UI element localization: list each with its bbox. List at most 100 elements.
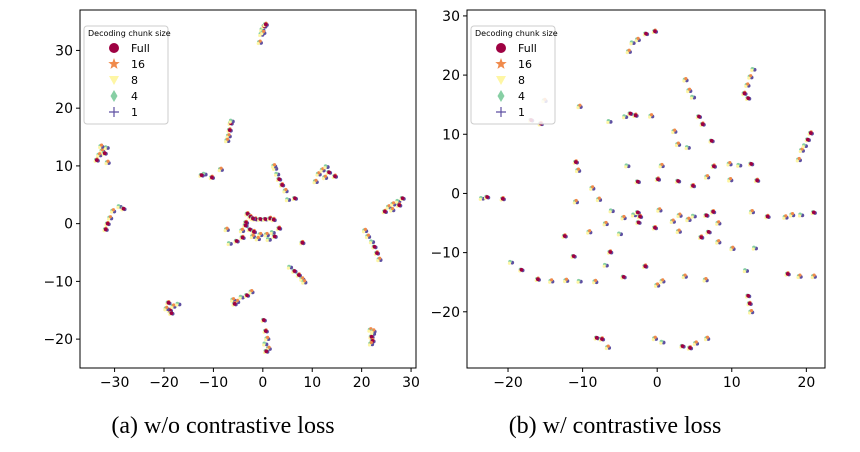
data-point-full	[252, 229, 256, 234]
data-point-chunk-8	[576, 280, 580, 284]
data-point	[98, 143, 105, 150]
data-point	[254, 235, 261, 242]
data-point-full	[746, 293, 751, 298]
data-point-full	[656, 177, 660, 182]
data-point-full	[166, 300, 171, 305]
data-point-chunk-8	[669, 220, 673, 225]
data-point-chunk-16	[653, 335, 657, 339]
data-point-chunk-8	[788, 214, 793, 218]
legend-label: 8	[518, 74, 525, 87]
data-point-chunk-8	[364, 235, 369, 240]
data-point	[385, 204, 392, 210]
data-point	[747, 161, 755, 167]
data-point	[627, 111, 634, 117]
data-point	[709, 208, 717, 215]
data-point-chunk-8	[260, 32, 264, 36]
data-point	[93, 157, 100, 163]
data-point-full	[296, 273, 301, 277]
data-point	[651, 335, 659, 342]
data-point-chunk-8	[572, 201, 576, 205]
data-point-chunk-8	[659, 280, 663, 284]
data-point-full	[280, 183, 284, 187]
data-point-chunk-8	[312, 181, 316, 185]
data-point-full	[210, 175, 214, 180]
data-point-chunk-8	[653, 284, 658, 288]
data-point	[653, 282, 661, 288]
data-point-chunk-8	[703, 338, 708, 342]
data-point	[748, 208, 756, 215]
data-point-full	[248, 227, 252, 232]
legend-box	[470, 25, 556, 125]
panel-a-points	[93, 21, 406, 355]
data-point	[371, 244, 378, 250]
data-point	[262, 341, 269, 347]
data-point-chunk-16	[798, 273, 802, 277]
data-point-chunk-16	[564, 277, 569, 281]
data-point-chunk-16	[677, 228, 681, 232]
data-point	[175, 301, 182, 307]
data-point	[635, 220, 642, 226]
legend-marker-triangle-down	[496, 76, 506, 85]
data-point	[265, 237, 272, 243]
data-point-chunk-8	[263, 234, 267, 238]
data-point	[690, 213, 697, 219]
data-point	[659, 278, 666, 284]
data-point-full	[375, 251, 379, 255]
data-point	[246, 227, 254, 233]
data-point	[598, 336, 606, 342]
data-point	[747, 74, 754, 80]
data-point-chunk-16	[704, 277, 708, 281]
data-point	[109, 208, 117, 214]
data-point	[217, 166, 224, 173]
data-point-full	[485, 195, 490, 199]
data-point-full	[746, 96, 751, 101]
data-point-full	[706, 230, 711, 234]
y-tick-label: −20	[43, 332, 73, 348]
data-point	[499, 195, 506, 202]
data-point-full	[272, 234, 277, 239]
data-point-chunk-16	[99, 143, 104, 147]
data-point	[810, 273, 817, 280]
data-point-chunk-8	[224, 140, 228, 144]
data-point-chunk-16	[225, 137, 230, 141]
data-point-chunk-8	[586, 231, 590, 235]
y-tick-label: 30	[55, 43, 73, 59]
data-point	[636, 213, 644, 220]
data-point-full	[653, 225, 657, 230]
data-point	[295, 272, 302, 278]
data-point	[518, 267, 525, 273]
data-point	[548, 278, 555, 284]
legend-title: Decoding chunk size	[475, 29, 558, 38]
data-point	[368, 239, 376, 245]
data-point	[744, 95, 752, 101]
data-point-full	[293, 196, 297, 201]
data-point-chunk-8	[248, 291, 252, 295]
data-point	[389, 206, 396, 213]
data-point-chunk-8	[703, 176, 708, 180]
data-point	[595, 196, 603, 203]
data-point-chunk-16	[256, 235, 260, 240]
data-point-chunk-8	[574, 169, 579, 174]
data-point-full	[103, 227, 108, 232]
data-point-chunk-8	[98, 145, 102, 150]
data-point	[275, 225, 283, 232]
data-point-chunk-16	[108, 215, 113, 219]
data-point	[120, 206, 127, 212]
data-point	[229, 297, 237, 303]
data-point-full	[333, 174, 337, 179]
data-point-chunk-8	[507, 261, 512, 265]
data-point-full	[243, 223, 248, 228]
data-point-full	[636, 220, 641, 225]
data-point-chunk-8	[321, 177, 326, 181]
data-point	[291, 268, 298, 274]
data-point	[659, 339, 666, 345]
data-point-chunk-16	[604, 220, 608, 225]
data-point-chunk-8	[648, 115, 652, 119]
panel-a-x-ticks: −30 −20 −10 0 10 20 30	[100, 368, 420, 391]
data-point	[686, 345, 694, 351]
data-point	[632, 112, 639, 119]
data-point-chunk-8	[675, 230, 679, 235]
x-tick-label: 0	[653, 375, 662, 391]
data-point-chunk-16	[111, 208, 116, 212]
data-point-chunk-8	[727, 179, 731, 183]
